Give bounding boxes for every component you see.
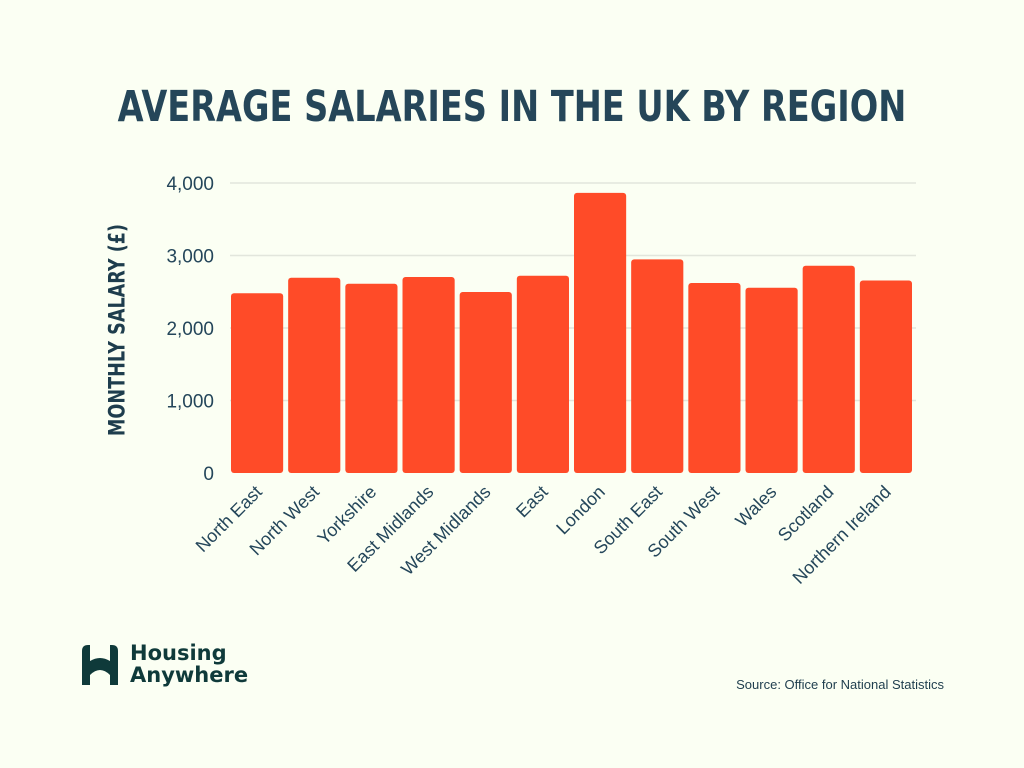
bar [745, 287, 798, 473]
source-note: Source: Office for National Statistics [736, 677, 944, 692]
chart-title: AVERAGE SALARIES IN THE UK BY REGION [117, 82, 907, 132]
bar [688, 283, 741, 473]
y-tick-label: 2,000 [166, 319, 214, 340]
y-tick-label: 1,000 [166, 392, 214, 413]
bar [802, 265, 855, 473]
y-tick-label: 0 [203, 464, 214, 485]
x-tick-label: London [552, 482, 609, 539]
y-tick-label: 3,000 [166, 247, 214, 268]
x-tick-label: Wales [731, 482, 780, 531]
x-tick-label: Northern Ireland [789, 482, 895, 588]
logo-line2: Anywhere [130, 663, 249, 687]
housing-anywhere-logo: Housing Anywhere [78, 642, 248, 686]
bar [516, 275, 569, 473]
bar [459, 292, 512, 473]
logo-icon [82, 645, 118, 685]
bar [859, 280, 912, 473]
bar [288, 277, 341, 473]
x-tick-label: East [512, 482, 552, 522]
bar [574, 192, 627, 473]
bar [231, 293, 284, 473]
bar [402, 277, 455, 473]
bar [631, 259, 684, 473]
bar [345, 283, 398, 473]
y-tick-label: 4,000 [166, 174, 214, 195]
logo-line1: Housing [130, 641, 227, 665]
